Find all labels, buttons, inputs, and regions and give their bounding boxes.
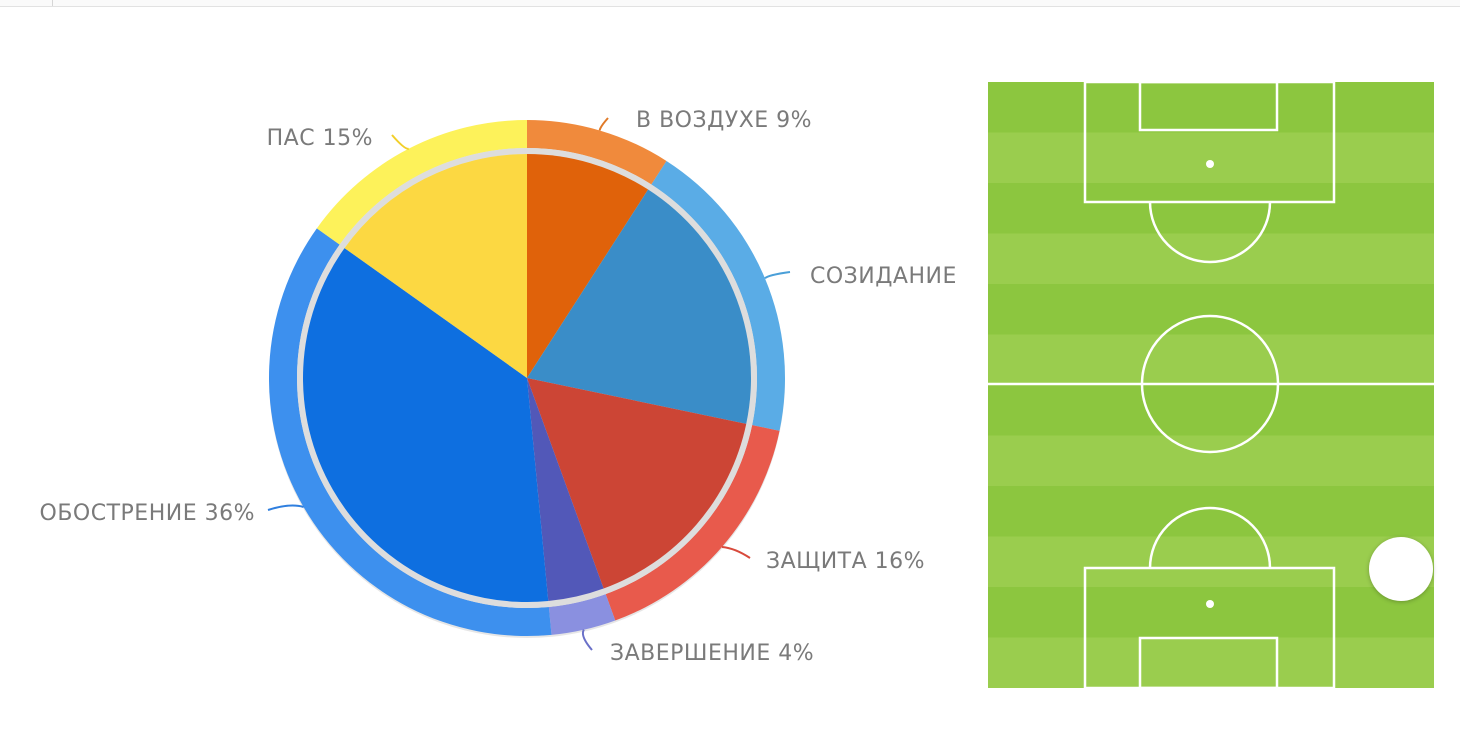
top-toolbar	[0, 0, 1460, 7]
bottom-penalty-arc	[1148, 506, 1272, 569]
pie-slice-0[interactable]	[527, 154, 649, 378]
top-goal-area	[1138, 82, 1279, 132]
ring-separator	[297, 148, 757, 608]
pie-slices	[302, 154, 751, 602]
pie-slice-4[interactable]	[302, 248, 549, 602]
pie-chart: В ВОЗДУХЕ 9% СОЗИДАНИЕ ЗАЩИТА 16% ЗАВЕРШЕНИ…	[40, 108, 957, 666]
slice-label-1: СОЗИДАНИЕ	[810, 264, 957, 289]
ring-segment-1	[651, 160, 785, 431]
grass-stripes	[988, 132, 1434, 688]
outer-ring	[269, 119, 785, 636]
pie-slice-2[interactable]	[527, 378, 747, 589]
leader-line-1	[764, 271, 791, 280]
top-penalty-spot	[1206, 160, 1214, 168]
leader-line-2	[721, 545, 751, 559]
bottom-penalty-spot	[1206, 600, 1214, 608]
leader-line-5	[391, 134, 410, 150]
grass-stripe	[988, 132, 1434, 183]
toolbar-tab[interactable]	[24, 0, 53, 6]
slice-label-4: ОБОСТРЕНИЕ 36%	[40, 501, 255, 526]
ring-segment-3	[548, 594, 616, 635]
slice-label-0: В ВОЗДУХЕ 9%	[636, 108, 812, 133]
grass-stripe	[988, 334, 1434, 385]
leader-lines	[267, 117, 791, 651]
pie-slice-1[interactable]	[527, 189, 751, 424]
ring-segment-2	[605, 425, 780, 621]
leader-line-3	[581, 629, 593, 651]
grass-stripe	[988, 233, 1434, 284]
ring-segment-0	[527, 120, 667, 185]
grass-stripe	[988, 536, 1434, 587]
bottom-goal-area	[1138, 636, 1279, 688]
football-pitch	[988, 82, 1434, 688]
slice-label-2: ЗАЩИТА 16%	[766, 549, 925, 574]
slice-labels: В ВОЗДУХЕ 9% СОЗИДАНИЕ ЗАЩИТА 16% ЗАВЕРШЕНИ…	[40, 108, 957, 666]
top-penalty-box	[1083, 82, 1336, 204]
ring-segment-4	[269, 228, 552, 636]
leader-line-0	[598, 117, 609, 131]
pie-slice-5[interactable]	[344, 154, 527, 378]
centre-circle	[1140, 314, 1280, 454]
bottom-penalty-box	[1083, 566, 1336, 688]
pie-slice-3[interactable]	[527, 378, 604, 601]
leader-line-4	[267, 504, 304, 511]
grass-stripe	[988, 637, 1434, 688]
top-penalty-arc	[1148, 201, 1272, 264]
ball-marker[interactable]	[1369, 537, 1433, 601]
slice-label-5: ПАС 15%	[267, 126, 373, 151]
ring-segment-5	[316, 119, 527, 245]
slice-label-3: ЗАВЕРШЕНИЕ 4%	[610, 641, 814, 666]
grass-stripe	[988, 435, 1434, 486]
